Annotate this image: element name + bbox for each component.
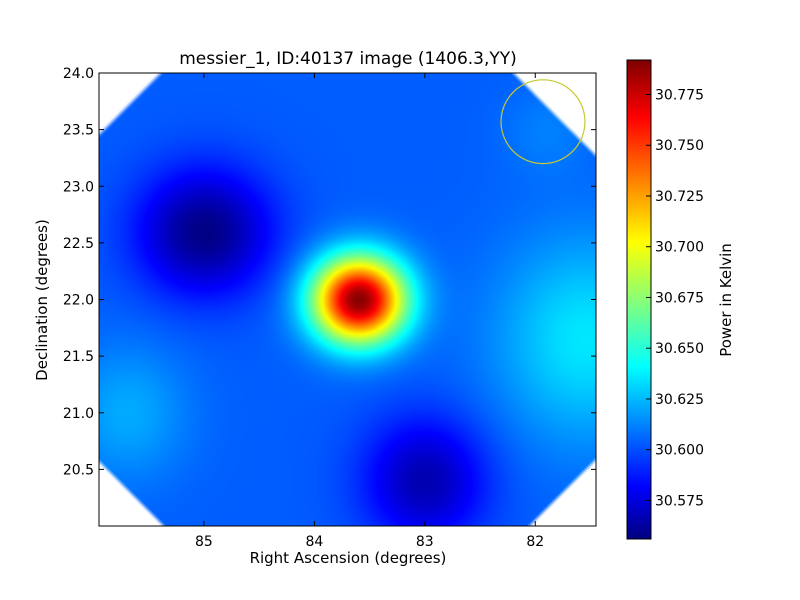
colorbar-tick-label: 30.575 [655, 493, 704, 509]
colorbar-tick-label: 30.675 [655, 290, 704, 306]
colorbar-gradient [626, 59, 652, 540]
colorbar-tick-label: 30.775 [655, 88, 704, 104]
heatmap-image [99, 73, 596, 526]
y-tick-label: 24.0 [63, 66, 94, 82]
y-tick-label: 21.5 [63, 349, 94, 365]
colorbar-tick-label: 30.600 [655, 443, 704, 459]
beam-circle [500, 79, 586, 165]
x-axis: 85 84 83 82 [195, 73, 544, 550]
y-tick-label: 23.0 [63, 179, 94, 195]
y-tick-label: 22.0 [63, 293, 94, 309]
colorbar-tick-label: 30.625 [655, 392, 704, 408]
y-tick-label: 22.5 [63, 236, 94, 252]
x-tick-label: 85 [195, 534, 213, 550]
x-tick-label: 82 [526, 534, 544, 550]
colorbar: 30.575 30.600 30.625 30.650 30.675 30.700 30.7… [626, 59, 735, 540]
chart-title: messier_1, ID:40137 image (1406.3,YY) [179, 49, 517, 69]
y-tick-label: 20.5 [63, 462, 94, 478]
colorbar-label: Power in Kelvin [717, 243, 735, 357]
colorbar-tick-label: 30.750 [655, 138, 704, 154]
colorbar-tick-label: 30.700 [655, 240, 704, 256]
x-axis-label: Right Ascension (degrees) [250, 549, 447, 567]
y-tick-label: 23.5 [63, 123, 94, 139]
colorbar-ticks: 30.575 30.600 30.625 30.650 30.675 30.700 30.7… [646, 88, 704, 509]
y-tick-label: 21.0 [63, 406, 94, 422]
y-axis-label: Declination (degrees) [33, 219, 51, 381]
heatmap-area [98, 72, 597, 527]
colorbar-tick-label: 30.725 [655, 189, 704, 205]
x-tick-label: 84 [305, 534, 323, 550]
x-tick-label: 83 [416, 534, 434, 550]
y-axis: 20.5 21.0 21.5 22.0 22.5 23.0 23.5 24.0 [63, 66, 596, 478]
colorbar-tick-label: 30.650 [655, 341, 704, 357]
